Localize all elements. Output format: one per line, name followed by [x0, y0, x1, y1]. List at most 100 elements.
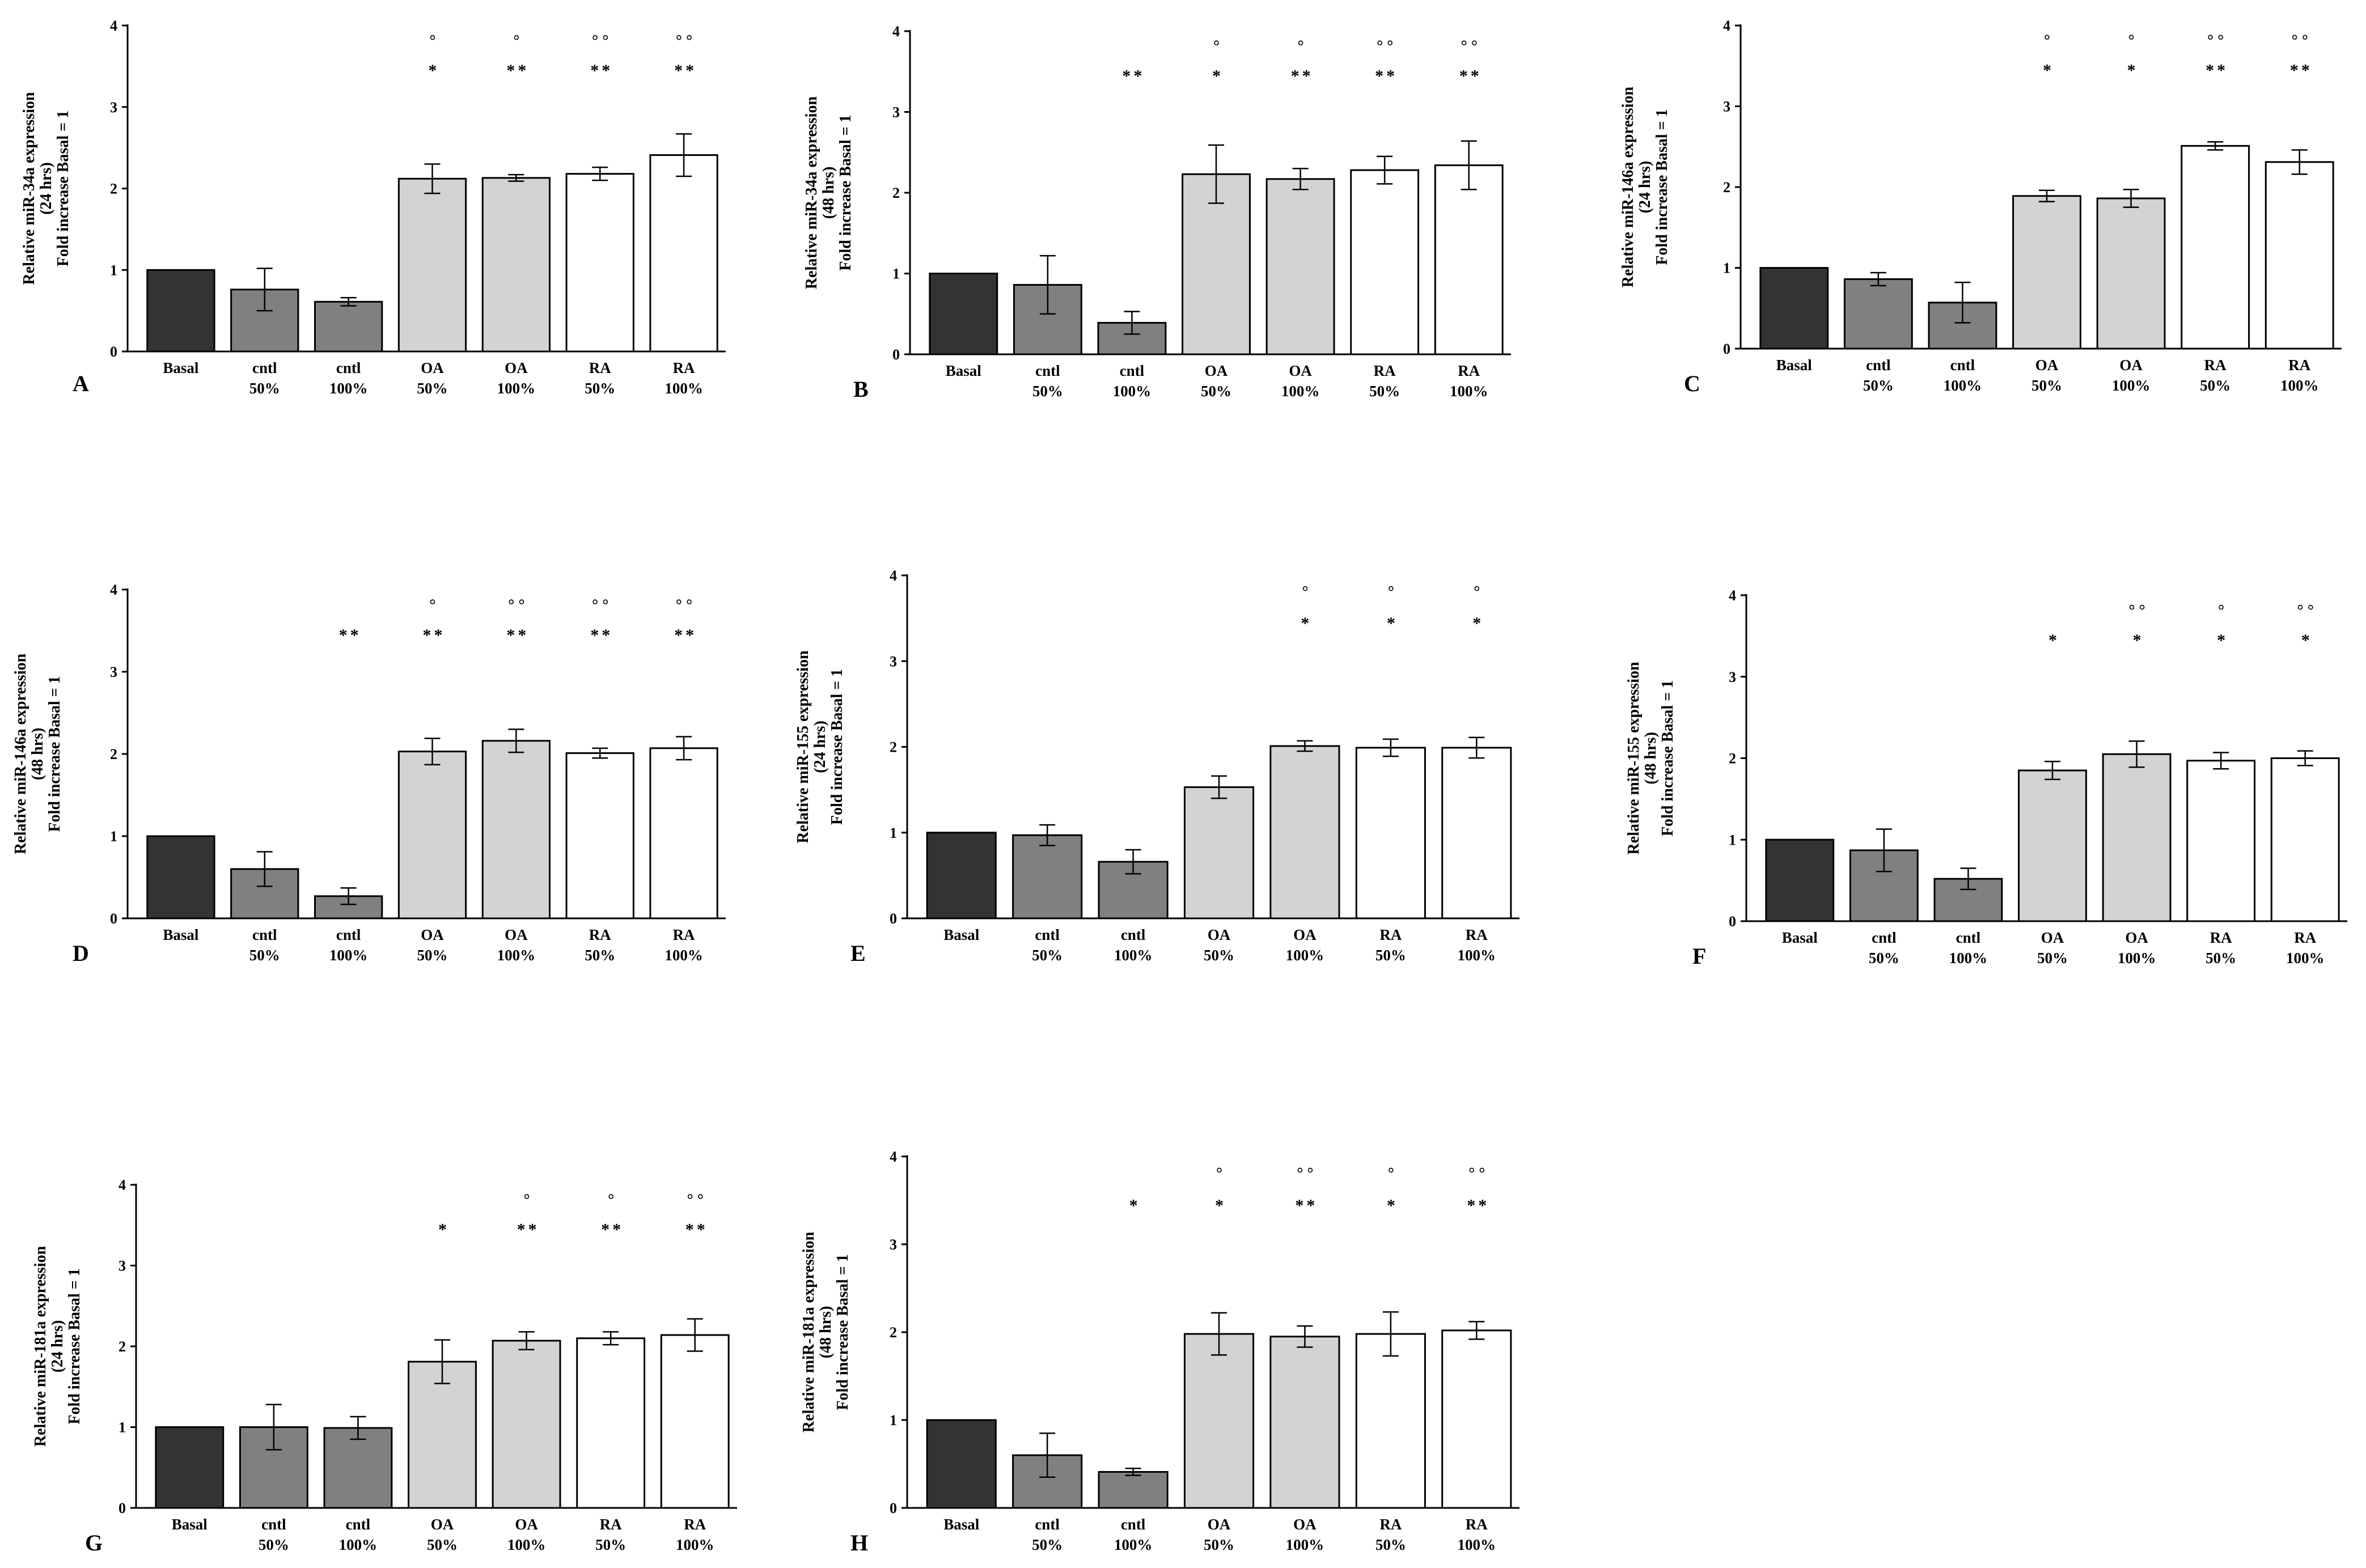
bar	[146, 269, 215, 353]
x-tick-label: 100%	[497, 380, 536, 397]
significance-star: **	[590, 626, 613, 645]
x-tick-label: OA	[505, 359, 528, 376]
x-tick-label: 100%	[664, 947, 703, 964]
bar	[2181, 145, 2250, 350]
significance-degree: °	[429, 32, 439, 50]
x-tick-label: 50%	[2206, 950, 2236, 967]
x-tick-label: RA	[1466, 1516, 1488, 1533]
x-tick-label: cntl	[1035, 1516, 1060, 1533]
bar	[926, 1419, 997, 1509]
significance-degree: °°	[687, 1192, 708, 1209]
x-tick-label: cntl	[346, 1516, 371, 1533]
bar	[1759, 267, 1829, 350]
significance-degree: °	[1213, 38, 1224, 56]
y-axis-label: (48 hrs)	[820, 167, 837, 219]
x-tick-label: 50%	[1204, 1536, 1234, 1553]
x-tick-label: RA	[1374, 362, 1396, 379]
significance-degree: °°	[2128, 602, 2149, 620]
significance-degree: °	[1297, 38, 1307, 56]
x-tick-label: 50%	[249, 380, 280, 397]
x-tick-label: 50%	[1369, 383, 1400, 400]
significance-star: *	[1472, 614, 1484, 633]
significance-star: **	[685, 1220, 708, 1239]
x-tick-label: RA	[1379, 926, 1402, 943]
y-tick-label: 0	[890, 910, 897, 927]
significance-star: **	[1467, 1196, 1489, 1215]
bar	[1183, 1333, 1255, 1509]
x-tick-label: 50%	[1375, 1536, 1406, 1553]
x-tick-label: RA	[2204, 357, 2227, 374]
significance-star: **	[590, 61, 613, 80]
panel-d: 0 1 2 3 4 Relative miR-146a expression (48 hrs…	[12, 582, 726, 966]
panel-letter: A	[73, 371, 89, 396]
x-tick-label: cntl	[1035, 926, 1060, 943]
y-tick-label: 1	[890, 1412, 897, 1429]
bar	[146, 835, 215, 919]
significance-degree: °°	[1377, 38, 1397, 56]
x-tick-label: 100%	[1286, 947, 1324, 964]
x-tick-label: OA	[421, 926, 444, 943]
y-axis-label: Relative miR-181a expression	[800, 1232, 818, 1433]
y-tick-label: 2	[1723, 179, 1730, 196]
significance-star: *	[1387, 614, 1398, 633]
x-tick-label: 100%	[1113, 383, 1152, 400]
x-tick-label: cntl	[1866, 357, 1891, 374]
significance-degree: °	[513, 32, 523, 50]
significance-star: **	[506, 61, 529, 80]
significance-star: *	[1212, 66, 1224, 85]
significance-degree: °°	[1468, 1165, 1489, 1183]
bar	[2018, 769, 2087, 922]
x-tick-label: RA	[2288, 357, 2310, 374]
significance-star: **	[423, 626, 446, 645]
y-axis-label: Fold increase Basal = 1	[828, 669, 846, 825]
significance-star: **	[1122, 66, 1145, 85]
x-tick-label: RA	[1458, 362, 1480, 379]
panel-c: 0 1 2 3 4 Relative miR-146a expression (24 hrs…	[1619, 18, 2342, 396]
x-tick-label: Basal	[163, 926, 199, 943]
significance-degree: °°	[508, 596, 528, 614]
x-tick-label: OA	[1293, 1516, 1317, 1533]
y-axis-label: (24 hrs)	[1636, 161, 1654, 214]
significance-star: *	[438, 1220, 450, 1239]
x-tick-label: RA	[673, 926, 695, 943]
y-tick-label: 4	[1729, 587, 1736, 604]
significance-degree: °°	[1461, 38, 1482, 56]
x-tick-label: Basal	[943, 1516, 980, 1533]
y-tick-label: 0	[110, 910, 117, 927]
y-tick-label: 1	[890, 825, 897, 841]
y-tick-label: 1	[1729, 832, 1736, 848]
significance-degree: °	[2128, 32, 2138, 50]
y-tick-label: 3	[1729, 669, 1736, 685]
x-tick-label: OA	[1208, 1516, 1231, 1533]
x-tick-label: cntl	[1956, 929, 1981, 946]
x-tick-label: Basal	[946, 362, 982, 379]
significance-degree: °	[2218, 602, 2228, 620]
y-axis-label: (48 hrs)	[817, 1306, 835, 1359]
significance-degree: °	[429, 596, 439, 614]
y-tick-label: 1	[110, 828, 117, 845]
y-tick-label: 4	[118, 1177, 126, 1193]
bar	[1765, 838, 1835, 922]
x-tick-label: 100%	[339, 1536, 378, 1553]
x-tick-label: OA	[1293, 926, 1317, 943]
significance-star: *	[2217, 631, 2228, 650]
x-tick-label: 100%	[1286, 1536, 1324, 1553]
x-tick-label: Basal	[172, 1516, 208, 1533]
panel-letter: H	[850, 1530, 868, 1556]
x-tick-label: 50%	[1863, 377, 1894, 394]
y-tick-label: 0	[1723, 341, 1730, 357]
x-tick-label: cntl	[1120, 362, 1145, 379]
bar	[1183, 786, 1255, 919]
y-tick-label: 2	[890, 739, 897, 756]
y-tick-label: 2	[110, 746, 117, 762]
y-tick-label: 3	[118, 1258, 126, 1274]
significance-star: *	[1301, 614, 1312, 633]
bar	[1355, 1333, 1426, 1509]
y-axis-label: (24 hrs)	[49, 1320, 66, 1373]
bar	[1265, 178, 1335, 355]
y-tick-label: 2	[1729, 751, 1736, 767]
bar	[565, 752, 634, 919]
panel-letter: C	[1684, 371, 1700, 396]
bar	[649, 747, 718, 919]
y-tick-label: 3	[110, 99, 117, 116]
